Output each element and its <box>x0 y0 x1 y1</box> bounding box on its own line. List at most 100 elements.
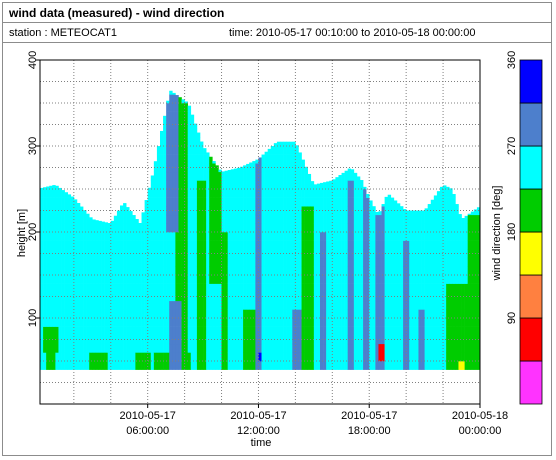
heatmap-cell <box>58 257 62 267</box>
heatmap-cell <box>400 266 404 276</box>
heatmap-cell <box>215 352 219 362</box>
heatmap-cell <box>396 266 401 276</box>
heatmap-cell <box>169 189 173 198</box>
heatmap-cell <box>316 318 321 327</box>
heatmap-cell <box>141 283 145 293</box>
heatmap-cell <box>292 343 296 353</box>
heatmap-cell <box>224 275 228 284</box>
heatmap-cell <box>458 214 462 216</box>
heatmap-cell <box>270 292 275 302</box>
heatmap-cell <box>347 266 352 276</box>
heatmap-cell <box>326 275 330 284</box>
heatmap-cell <box>400 343 404 353</box>
heatmap-cell <box>267 232 272 241</box>
heatmap-cell <box>446 335 450 345</box>
heatmap-cell <box>273 143 278 147</box>
heatmap-cell <box>70 300 75 310</box>
heatmap-cell <box>350 171 355 181</box>
heatmap-cell <box>403 292 407 302</box>
heatmap-cell <box>458 223 462 233</box>
heatmap-cell <box>267 283 272 293</box>
heatmap-cell <box>286 266 290 276</box>
heatmap-cell <box>193 232 198 241</box>
heatmap-cell <box>255 300 259 310</box>
heatmap-cell <box>449 361 453 370</box>
heatmap-cell <box>144 352 148 362</box>
heatmap-cell <box>196 275 201 284</box>
heatmap-cell <box>338 309 342 319</box>
heatmap-cell <box>200 146 204 155</box>
heatmap-cell <box>209 318 213 327</box>
heatmap-cell <box>412 361 416 370</box>
heatmap-cell <box>144 206 148 216</box>
heatmap-cell <box>347 352 352 362</box>
heatmap-cell <box>184 266 188 276</box>
heatmap-cell <box>160 292 164 302</box>
heatmap-cell <box>304 189 308 198</box>
heatmap-cell <box>418 223 422 233</box>
heatmap-cell <box>166 361 170 370</box>
heatmap-cell <box>261 189 265 198</box>
heatmap-cell <box>227 180 232 190</box>
heatmap-cell <box>147 232 152 241</box>
heatmap-cell <box>366 352 370 362</box>
heatmap-cell <box>252 240 256 250</box>
heatmap-cell <box>64 335 68 345</box>
heatmap-cell <box>150 189 155 198</box>
heatmap-cell <box>95 223 99 233</box>
heatmap-cell <box>298 326 302 336</box>
heatmap-cell <box>196 249 201 259</box>
heatmap-cell <box>375 326 379 336</box>
heatmap-cell <box>172 249 176 259</box>
heatmap-cell <box>400 206 404 216</box>
heatmap-cell <box>344 214 348 224</box>
heatmap-cell <box>55 223 59 233</box>
heatmap-cell <box>129 326 133 336</box>
heatmap-cell <box>356 257 361 267</box>
heatmap-cell <box>350 275 355 284</box>
heatmap-cell <box>360 232 364 241</box>
heatmap-cell <box>363 309 367 319</box>
heatmap-cell <box>310 343 315 353</box>
heatmap-cell <box>240 352 244 362</box>
heatmap-cell <box>252 163 256 173</box>
heatmap-cell <box>470 214 475 224</box>
heatmap-cell <box>421 257 425 267</box>
heatmap-cell <box>236 180 241 190</box>
heatmap-cell <box>196 318 201 327</box>
heatmap-cell <box>270 163 275 173</box>
heatmap-cell <box>264 275 268 284</box>
heatmap-cell <box>258 352 262 362</box>
heatmap-cell <box>70 249 75 259</box>
heatmap-cell <box>166 300 170 310</box>
heatmap-cell <box>172 171 176 181</box>
heatmap-cell <box>396 318 401 327</box>
heatmap-cell <box>178 300 182 310</box>
heatmap-cell <box>329 223 333 233</box>
heatmap-cell <box>276 292 281 302</box>
heatmap-cell <box>304 335 308 345</box>
heatmap-cell <box>175 275 179 284</box>
heatmap-cell <box>230 300 235 310</box>
heatmap-cell <box>366 214 370 224</box>
heatmap-cell <box>473 275 478 284</box>
heatmap-cell <box>203 154 207 164</box>
heatmap-cell <box>283 163 287 173</box>
heatmap-cell <box>332 232 336 241</box>
heatmap-cell <box>304 300 308 310</box>
heatmap-cell <box>344 343 348 353</box>
heatmap-cell <box>415 275 419 284</box>
heatmap-cell <box>452 194 456 198</box>
heatmap-cell <box>76 283 81 293</box>
heatmap-cell <box>273 343 278 353</box>
heatmap-cell <box>58 283 62 293</box>
heatmap-cell <box>80 249 84 259</box>
heatmap-cell <box>233 283 238 293</box>
heatmap-cell <box>233 214 238 224</box>
heatmap-cell <box>464 352 468 362</box>
heatmap-cell <box>372 266 376 276</box>
heatmap-cell <box>384 214 388 224</box>
heatmap-cell <box>301 300 305 310</box>
heatmap-cell <box>163 223 167 233</box>
heatmap-cell <box>190 146 195 155</box>
